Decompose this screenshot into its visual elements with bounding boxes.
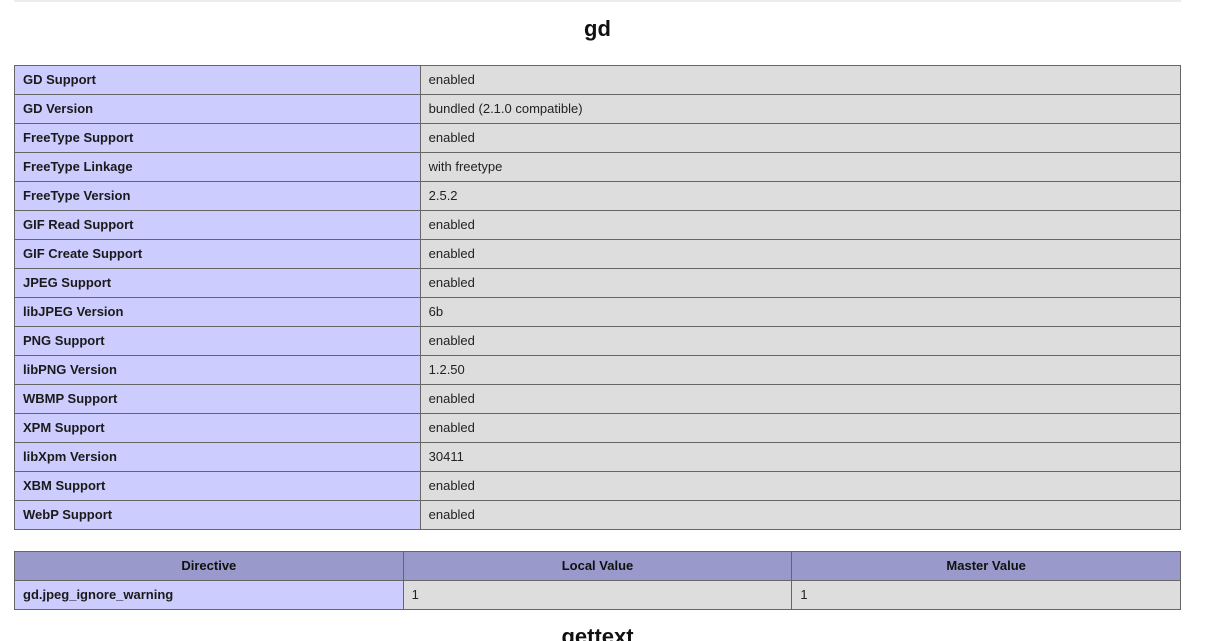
row-label: libXpm Version bbox=[14, 442, 421, 472]
table-row: FreeType Linkage with freetype bbox=[14, 152, 1182, 182]
directive-header-row: Directive Local Value Master Value bbox=[14, 551, 1181, 581]
table-row: WebP Support enabled bbox=[14, 500, 1182, 530]
row-value: bundled (2.1.0 compatible) bbox=[419, 94, 1182, 124]
row-value: enabled bbox=[419, 268, 1182, 298]
row-value: enabled bbox=[419, 65, 1182, 95]
row-value: enabled bbox=[419, 384, 1182, 414]
table-row: GD Version bundled (2.1.0 compatible) bbox=[14, 94, 1182, 124]
table-row: XPM Support enabled bbox=[14, 413, 1182, 443]
row-label: GIF Create Support bbox=[14, 239, 421, 269]
row-label: JPEG Support bbox=[14, 268, 421, 298]
row-label: GD Support bbox=[14, 65, 421, 95]
row-label: FreeType Version bbox=[14, 181, 421, 211]
row-label: GD Version bbox=[14, 94, 421, 124]
row-value: enabled bbox=[419, 210, 1182, 240]
table-row: GIF Create Support enabled bbox=[14, 239, 1182, 269]
gd-info-table-body: GD Support enabled GD Version bundled (2.1.… bbox=[14, 65, 1182, 530]
column-header: Master Value bbox=[791, 551, 1181, 581]
directive-table-body: gd.jpeg_ignore_warning 1 1 bbox=[14, 580, 1181, 610]
directive-name: gd.jpeg_ignore_warning bbox=[14, 580, 404, 610]
row-value: enabled bbox=[419, 326, 1182, 356]
table-row: GIF Read Support enabled bbox=[14, 210, 1182, 240]
table-row: XBM Support enabled bbox=[14, 471, 1182, 501]
section-title-gettext: gettext bbox=[561, 624, 634, 641]
row-value: 2.5.2 bbox=[419, 181, 1182, 211]
row-label: WebP Support bbox=[14, 500, 421, 530]
row-value: 1.2.50 bbox=[419, 355, 1182, 385]
row-label: WBMP Support bbox=[14, 384, 421, 414]
column-header: Directive bbox=[14, 551, 404, 581]
row-value: enabled bbox=[419, 413, 1182, 443]
previous-table-remnant bbox=[14, 0, 1181, 2]
table-row: WBMP Support enabled bbox=[14, 384, 1182, 414]
row-value: 30411 bbox=[419, 442, 1182, 472]
row-label: libPNG Version bbox=[14, 355, 421, 385]
table-row: gd.jpeg_ignore_warning 1 1 bbox=[14, 580, 1181, 610]
table-row: FreeType Support enabled bbox=[14, 123, 1182, 153]
row-label: GIF Read Support bbox=[14, 210, 421, 240]
row-value: 6b bbox=[419, 297, 1182, 327]
row-label: libJPEG Version bbox=[14, 297, 421, 327]
row-label: FreeType Support bbox=[14, 123, 421, 153]
row-label: PNG Support bbox=[14, 326, 421, 356]
row-value: with freetype bbox=[419, 152, 1182, 182]
row-value: enabled bbox=[419, 500, 1182, 530]
row-label: XPM Support bbox=[14, 413, 421, 443]
master-value: 1 bbox=[791, 580, 1181, 610]
table-row: libPNG Version 1.2.50 bbox=[14, 355, 1182, 385]
gd-info-table: GD Support enabled GD Version bundled (2.1.… bbox=[14, 65, 1182, 530]
table-row: FreeType Version 2.5.2 bbox=[14, 181, 1182, 211]
table-row: libXpm Version 30411 bbox=[14, 442, 1182, 472]
table-row: JPEG Support enabled bbox=[14, 268, 1182, 298]
table-row: libJPEG Version 6b bbox=[14, 297, 1182, 327]
row-label: XBM Support bbox=[14, 471, 421, 501]
row-value: enabled bbox=[419, 123, 1182, 153]
table-row: GD Support enabled bbox=[14, 65, 1182, 95]
row-value: enabled bbox=[419, 471, 1182, 501]
row-label: FreeType Linkage bbox=[14, 152, 421, 182]
section-title-gd: gd bbox=[584, 16, 611, 41]
column-header: Local Value bbox=[402, 551, 793, 581]
row-value: enabled bbox=[419, 239, 1182, 269]
table-row: PNG Support enabled bbox=[14, 326, 1182, 356]
local-value: 1 bbox=[402, 580, 793, 610]
gd-directive-table: Directive Local Value Master Value gd.jpeg… bbox=[14, 551, 1181, 610]
